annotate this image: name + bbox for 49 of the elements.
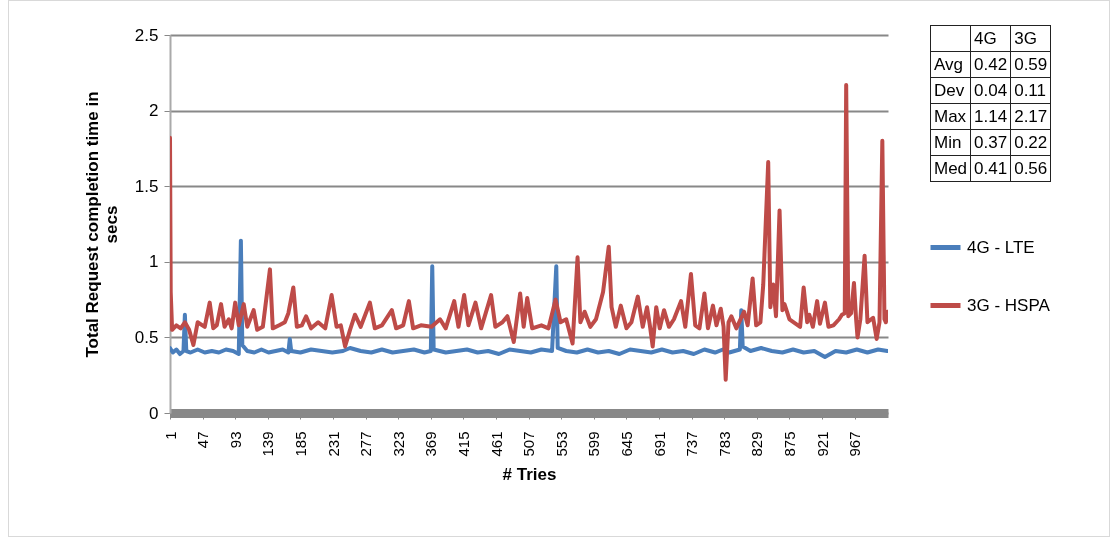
legend-label: 3G - HSPA <box>967 295 1051 315</box>
text: 2.17 <box>1010 103 1051 130</box>
x-tick-label: 139 <box>259 431 277 457</box>
y-axis-title: Total Request completion time in secs <box>82 91 121 358</box>
text: 4G <box>970 25 1011 52</box>
x-tick-label: 507 <box>520 431 538 457</box>
y-tick-label: 0 <box>149 403 159 423</box>
x-tick-label: 93 <box>226 431 244 449</box>
x-tick-label: 967 <box>846 431 864 457</box>
x-tick-label: 323 <box>389 431 407 457</box>
x-tick-label: 737 <box>683 431 701 457</box>
x-tick-label: 829 <box>748 431 766 457</box>
text: 0.22 <box>1010 129 1051 156</box>
x-tick-label: 691 <box>650 431 668 457</box>
text: 0.11 <box>1010 77 1051 104</box>
x-tick-label: 599 <box>585 431 603 457</box>
y-tick-label: 0.5 <box>134 327 159 347</box>
text: 0.59 <box>1010 51 1051 78</box>
x-tick-label: 47 <box>194 431 212 449</box>
x-tick-label: 231 <box>324 431 342 457</box>
x-tick-label: 461 <box>487 431 505 457</box>
text: Max <box>930 103 971 130</box>
text: 0.56 <box>1010 155 1051 182</box>
y-tick-label: 2.5 <box>134 25 159 45</box>
text: Dev <box>930 77 971 104</box>
x-tick-label: 185 <box>291 431 309 457</box>
x-tick-label: 875 <box>780 431 798 457</box>
text: Min <box>930 129 971 156</box>
x-tick-label: 277 <box>357 431 375 457</box>
text: 3G <box>1010 25 1051 52</box>
x-tick-label: 1 <box>161 431 179 440</box>
y-tick-label: 1.5 <box>134 176 159 196</box>
x-tick-label: 645 <box>617 431 635 457</box>
text: 0.04 <box>970 77 1011 104</box>
text: Avg <box>930 51 971 78</box>
text: 0.37 <box>970 129 1011 156</box>
y-tick-label: 1 <box>149 252 159 272</box>
x-tick-label: 553 <box>552 431 570 457</box>
x-axis-title: # Tries <box>502 464 557 484</box>
text: Med <box>930 155 971 182</box>
y-tick-label: 2 <box>149 101 159 121</box>
x-tick-label: 369 <box>422 431 440 457</box>
x-tick-label: 921 <box>813 431 831 457</box>
text: 0.42 <box>970 51 1011 78</box>
legend-label: 4G - LTE <box>967 237 1035 257</box>
x-tick-label: 783 <box>715 431 733 457</box>
text: 0.41 <box>970 155 1011 182</box>
text: 1.14 <box>970 103 1011 130</box>
x-tick-label: 415 <box>454 431 472 457</box>
